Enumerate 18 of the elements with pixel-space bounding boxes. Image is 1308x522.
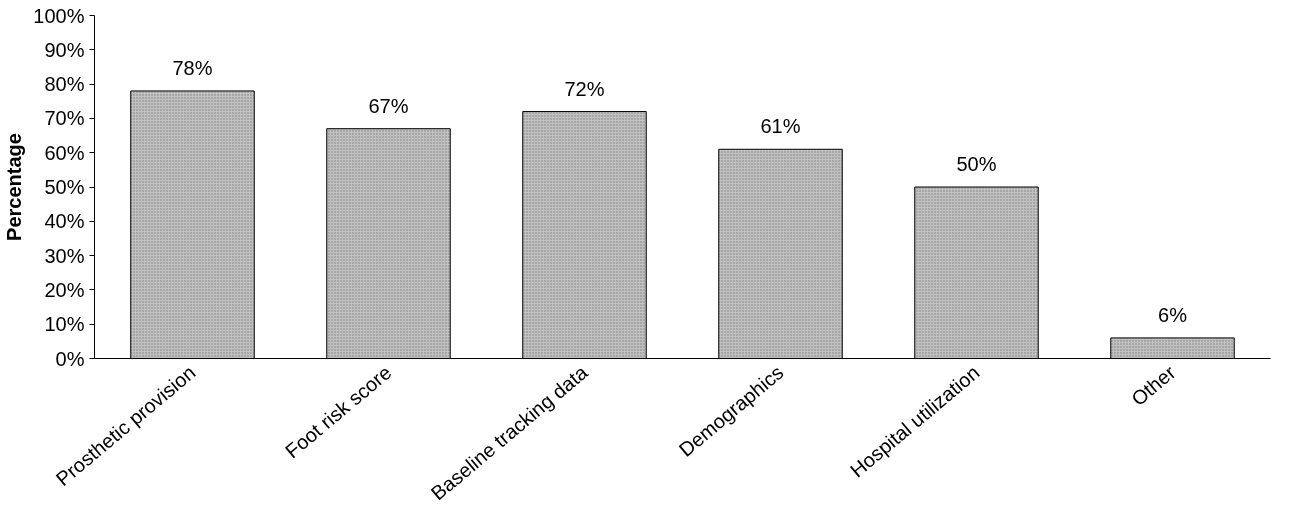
- data-label: 61%: [760, 115, 801, 138]
- data-label: 72%: [564, 77, 605, 100]
- y-tick-label: 70%: [44, 107, 85, 130]
- data-label: 50%: [956, 153, 997, 175]
- y-tick-label: 60%: [44, 141, 85, 164]
- data-label: 78%: [172, 56, 213, 79]
- y-tick-label: 80%: [44, 73, 85, 96]
- y-tick-label: 40%: [44, 210, 85, 233]
- y-tick-label: 100%: [33, 4, 85, 27]
- y-tick-label: 0%: [55, 347, 85, 370]
- y-tick-label: 50%: [44, 176, 85, 198]
- y-axis-title: Percentage: [3, 133, 26, 241]
- y-tick-label: 20%: [44, 278, 85, 301]
- y-tick-label: 30%: [44, 244, 85, 267]
- data-label: 6%: [1158, 303, 1188, 326]
- y-tick-label: 10%: [44, 313, 85, 336]
- data-label: 67%: [368, 94, 409, 117]
- y-tick-label: 90%: [44, 38, 85, 61]
